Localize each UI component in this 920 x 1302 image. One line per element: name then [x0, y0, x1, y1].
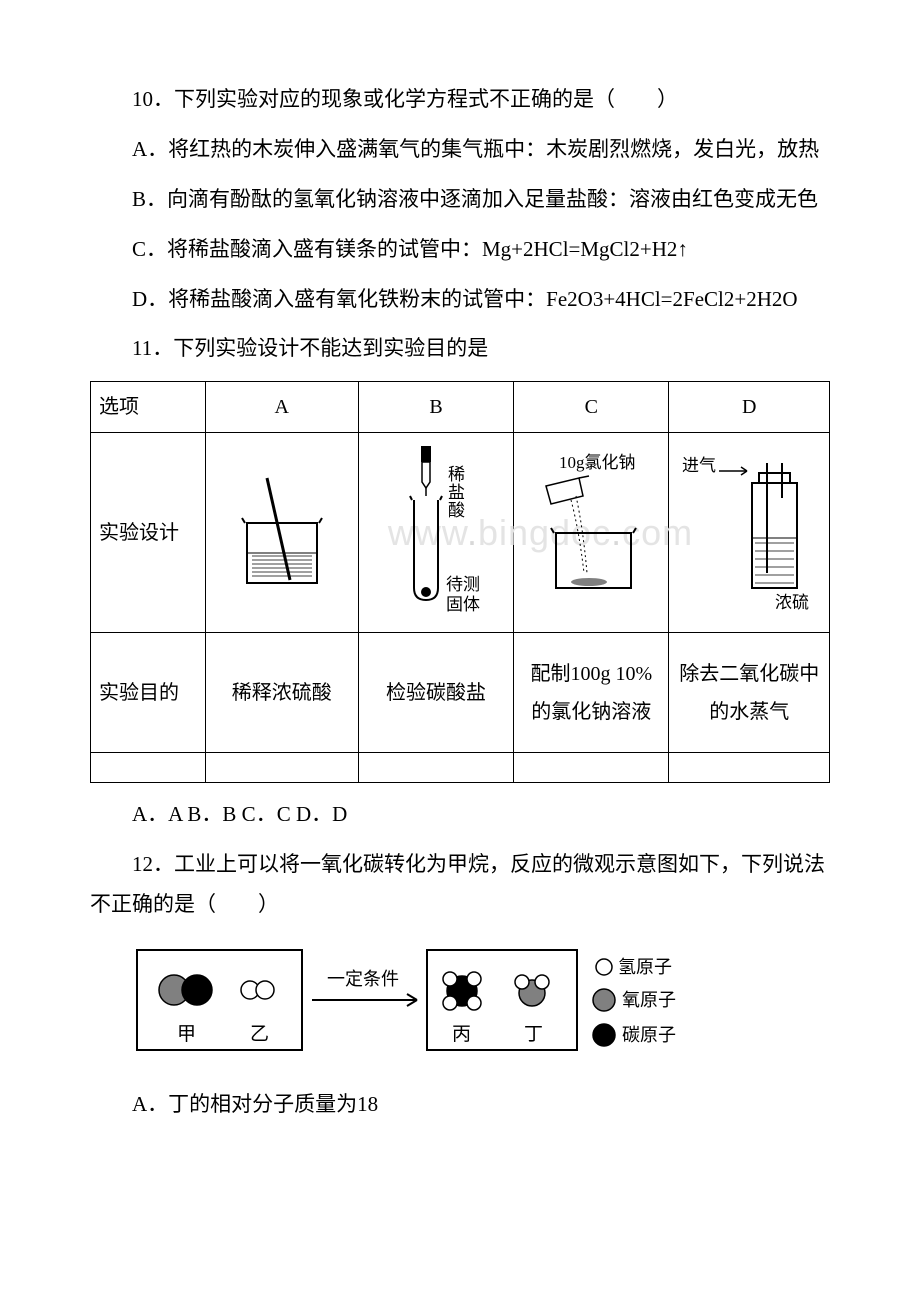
legend-oxygen: 氧原子 — [622, 990, 676, 1010]
label-gas-in: 进气 — [682, 456, 716, 475]
header-c: C — [514, 382, 669, 433]
table-purpose-row: 实验目的 稀释浓硫酸 检验碳酸盐 配制100g 10% 的氯化钠溶液 除去二氧化… — [91, 633, 830, 753]
header-b: B — [358, 382, 513, 433]
legend-hydrogen: 氢原子 — [618, 957, 672, 977]
label-nacl: 10g氯化钠 — [559, 453, 636, 472]
label-jia: 甲 — [177, 1024, 196, 1045]
svg-text:固体: 固体 — [446, 595, 480, 614]
header-opt-label: 选项 — [91, 382, 206, 433]
header-a: A — [205, 382, 358, 433]
q10-option-a: A．将红热的木炭伸入盛满氧气的集气瓶中：木炭剧烈燃烧，发白光，放热 — [90, 130, 830, 170]
q12-option-a: A．丁的相对分子质量为18 — [90, 1085, 830, 1125]
svg-text:盐: 盐 — [448, 483, 465, 502]
design-a-cell: www.bingdoc.com — [205, 433, 358, 633]
beaker-stir-icon — [227, 468, 337, 598]
design-d-cell: 进气 浓硫 — [669, 433, 830, 633]
label-bing: 丙 — [452, 1024, 471, 1045]
q11-stem: 11．下列实验设计不能达到实验目的是 — [90, 329, 830, 369]
label-ding: 丁 — [524, 1024, 543, 1045]
q12-reaction-diagram: 甲 乙 一定条件 丙 丁 氢原子 氧原子 碳原子 — [132, 945, 830, 1065]
label-conc-sulfuric: 浓硫 — [775, 593, 809, 612]
purpose-row-label: 实验目的 — [91, 633, 206, 753]
design-b-cell: 稀 盐 酸 待测 固体 — [358, 433, 513, 633]
svg-text:酸: 酸 — [448, 501, 465, 520]
design-row-label: 实验设计 — [91, 433, 206, 633]
purpose-c-line2: 的氯化钠溶液 — [531, 701, 651, 723]
q10-option-b: B．向滴有酚酞的氢氧化钠溶液中逐滴加入足量盐酸：溶液由红色变成无色 — [90, 180, 830, 220]
test-tube-dropper-icon: 稀 盐 酸 待测 固体 — [366, 440, 506, 625]
table-design-row: 实验设计 www.bingdoc.com — [91, 433, 830, 633]
purpose-a: 稀释浓硫酸 — [205, 633, 358, 753]
purpose-b: 检验碳酸盐 — [358, 633, 513, 753]
label-test-solid: 待测 — [446, 575, 480, 594]
reaction-molecules-icon: 甲 乙 一定条件 丙 丁 氢原子 氧原子 碳原子 — [132, 945, 692, 1065]
design-c-diagram: 10g氯化钠 — [518, 439, 664, 626]
design-d-diagram: 进气 浓硫 — [673, 439, 825, 626]
table-empty-row — [91, 753, 830, 783]
purpose-c-line1: 配制100g 10% — [530, 663, 652, 685]
design-c-cell: 10g氯化钠 — [514, 433, 669, 633]
legend-carbon: 碳原子 — [622, 1025, 676, 1045]
label-yi: 乙 — [250, 1024, 269, 1045]
header-d: D — [669, 382, 830, 433]
q12-stem: 12．工业上可以将一氧化碳转化为甲烷，反应的微观示意图如下，下列说法不正确的是（… — [90, 845, 830, 925]
table-header-row: 选项 A B C D — [91, 382, 830, 433]
gas-washing-bottle-icon: 进气 浓硫 — [677, 443, 822, 623]
beaker-pour-icon: 10g氯化钠 — [521, 448, 661, 618]
q10-option-d: D．将稀盐酸滴入盛有氧化铁粉末的试管中：Fe2O3+4HCl=2FeCl2+2H… — [90, 280, 830, 320]
q11-options-line: A．A B．B C．C D．D — [90, 795, 830, 835]
label-dilute-acid: 稀 — [448, 465, 465, 484]
label-condition: 一定条件 — [327, 969, 399, 989]
design-b-diagram: 稀 盐 酸 待测 固体 — [363, 439, 509, 626]
q10-stem: 10．下列实验对应的现象或化学方程式不正确的是（ ） — [90, 80, 830, 120]
q11-table: 选项 A B C D 实验设计 www.bingdoc.com — [90, 381, 830, 783]
purpose-c: 配制100g 10% 的氯化钠溶液 — [514, 633, 669, 753]
purpose-d: 除去二氧化碳中的水蒸气 — [669, 633, 830, 753]
design-a-diagram — [210, 439, 354, 626]
q10-option-c: C．将稀盐酸滴入盛有镁条的试管中：Mg+2HCl=MgCl2+H2↑ — [90, 230, 830, 270]
